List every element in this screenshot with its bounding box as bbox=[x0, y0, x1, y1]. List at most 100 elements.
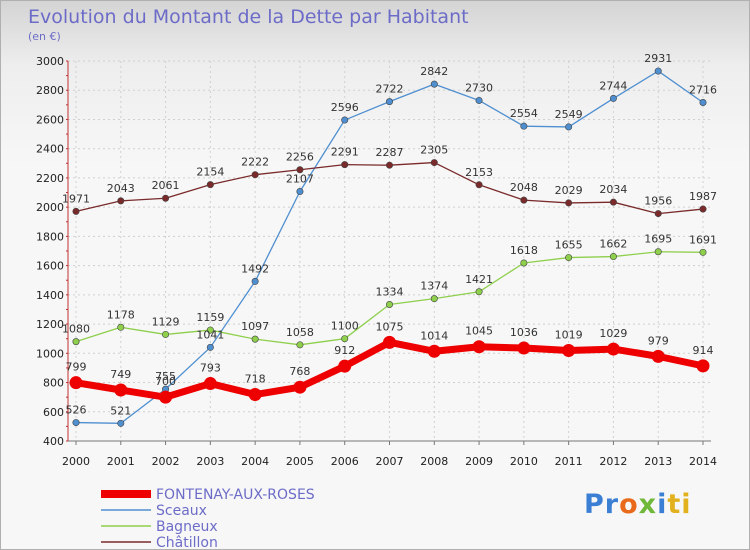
data-label: 1100 bbox=[331, 320, 359, 333]
data-label: 1019 bbox=[555, 329, 583, 342]
data-labels: 526 521 755 1041 1492 2107 2596 2722 2842 2730 255… bbox=[62, 52, 717, 417]
data-point bbox=[427, 344, 441, 358]
data-point bbox=[72, 419, 80, 427]
x-tick-label: 2004 bbox=[241, 455, 269, 468]
data-label: 2107 bbox=[286, 173, 314, 186]
data-point bbox=[206, 181, 214, 189]
data-label: 1956 bbox=[644, 195, 672, 208]
data-label: 2061 bbox=[152, 179, 180, 192]
legend-label: FONTENAY-AUX-ROSES bbox=[156, 487, 315, 503]
data-label: 1655 bbox=[555, 239, 583, 252]
data-point bbox=[520, 259, 528, 267]
data-label: 2931 bbox=[644, 52, 672, 65]
data-point bbox=[475, 288, 483, 296]
data-label: 1129 bbox=[152, 315, 180, 328]
data-label: 2722 bbox=[376, 83, 404, 96]
data-point bbox=[609, 253, 617, 261]
data-point bbox=[699, 205, 707, 213]
data-label: 1374 bbox=[420, 280, 448, 293]
logo-letter: x bbox=[638, 489, 658, 520]
data-point bbox=[654, 210, 662, 218]
data-point bbox=[338, 359, 352, 373]
data-point bbox=[475, 96, 483, 104]
data-label: 2029 bbox=[555, 184, 583, 197]
data-label: 912 bbox=[334, 344, 355, 357]
data-label: 1058 bbox=[286, 326, 314, 339]
y-tick-label: 600 bbox=[43, 406, 64, 419]
data-label: 1041 bbox=[196, 328, 224, 341]
data-label: 1014 bbox=[420, 329, 448, 342]
data-point bbox=[293, 380, 307, 394]
y-tick-label: 800 bbox=[43, 377, 64, 390]
data-point bbox=[385, 300, 393, 308]
data-label: 749 bbox=[110, 368, 131, 381]
data-point bbox=[251, 171, 259, 179]
data-point bbox=[117, 419, 125, 427]
legend-label: Bagneux bbox=[156, 519, 218, 535]
y-tick-label: 1000 bbox=[36, 347, 64, 360]
data-point bbox=[654, 248, 662, 256]
data-point bbox=[159, 390, 173, 404]
data-point bbox=[385, 161, 393, 169]
data-point bbox=[72, 207, 80, 215]
data-label: 521 bbox=[110, 404, 131, 417]
logo-letter: ti bbox=[667, 489, 692, 520]
grid bbox=[68, 60, 711, 442]
data-point bbox=[654, 67, 662, 75]
axes: 400 600 800 1000 1200 1400 1600 1800 2000 2200 240… bbox=[36, 55, 717, 468]
x-tick-label: 2009 bbox=[465, 455, 493, 468]
data-point bbox=[162, 330, 170, 338]
data-label: 2549 bbox=[555, 108, 583, 121]
data-point bbox=[520, 196, 528, 204]
data-label: 1334 bbox=[376, 285, 404, 298]
data-label: 2596 bbox=[331, 101, 359, 114]
data-point bbox=[565, 123, 573, 131]
y-tick-label: 2200 bbox=[36, 172, 64, 185]
data-point bbox=[606, 342, 620, 356]
data-label: 1987 bbox=[689, 190, 717, 203]
y-tick-label: 1200 bbox=[36, 318, 64, 331]
data-label: 1492 bbox=[241, 262, 269, 275]
data-label: 700 bbox=[155, 375, 176, 388]
data-point bbox=[517, 341, 531, 355]
x-tick-label: 2013 bbox=[644, 455, 672, 468]
data-label: 914 bbox=[693, 344, 714, 357]
data-label: 2291 bbox=[331, 146, 359, 159]
data-point bbox=[385, 98, 393, 106]
data-point bbox=[341, 116, 349, 124]
data-label: 2744 bbox=[599, 79, 627, 92]
data-label: 2034 bbox=[599, 183, 627, 196]
y-tick-label: 2400 bbox=[36, 143, 64, 156]
x-tick-label: 2012 bbox=[599, 455, 627, 468]
data-point bbox=[251, 277, 259, 285]
data-label: 2154 bbox=[196, 166, 224, 179]
data-point bbox=[117, 197, 125, 205]
x-tick-label: 2014 bbox=[689, 455, 717, 468]
data-label: 2256 bbox=[286, 151, 314, 164]
data-label: 1695 bbox=[644, 233, 672, 246]
data-label: 979 bbox=[648, 334, 669, 347]
data-label: 1421 bbox=[465, 273, 493, 286]
legend-label: Sceaux bbox=[156, 503, 207, 519]
data-label: 2153 bbox=[465, 166, 493, 179]
data-point bbox=[206, 326, 214, 334]
data-label: 2305 bbox=[420, 144, 448, 157]
data-label: 1971 bbox=[62, 192, 90, 205]
data-point bbox=[114, 383, 128, 397]
data-label: 755 bbox=[155, 370, 176, 383]
data-point bbox=[296, 341, 304, 349]
x-tick-label: 2001 bbox=[107, 455, 135, 468]
data-label: 1036 bbox=[510, 326, 538, 339]
data-point bbox=[341, 161, 349, 169]
data-label: 2716 bbox=[689, 84, 717, 97]
data-point bbox=[69, 376, 83, 390]
data-point bbox=[430, 159, 438, 167]
data-label: 1045 bbox=[465, 325, 493, 338]
data-point bbox=[699, 248, 707, 256]
y-tick-label: 2600 bbox=[36, 113, 64, 126]
data-label: 1618 bbox=[510, 244, 538, 257]
data-point bbox=[430, 295, 438, 303]
